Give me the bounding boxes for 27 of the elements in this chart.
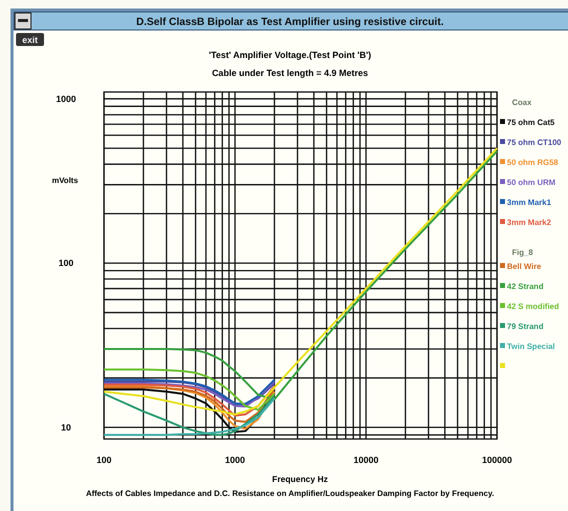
exit-button: exit	[16, 33, 44, 46]
legend-label: Bell Wire	[507, 262, 542, 271]
legend-label: 42 Strand	[507, 282, 544, 291]
y-axis-title: mVolts	[52, 176, 79, 185]
text: D.Self ClassB Bipolar as Test Amplifier using resistive circuit.	[136, 16, 444, 28]
text: Affects of Cables Impedance and D.C. Resistance on Amplifier/Loudspeaker Damping Factor by Frequency.	[86, 489, 494, 498]
legend-label: 3mm Mark2	[507, 218, 552, 227]
legend-label: 3mm Mark1	[507, 198, 552, 207]
x-axis-title: Frequency Hz	[272, 474, 328, 484]
text: Coax	[512, 98, 532, 107]
y-tick-label: 10	[60, 422, 72, 432]
x-tick-label: 10000	[353, 455, 379, 465]
y-tick-label: 100	[58, 258, 74, 268]
text: Fig_8	[512, 248, 534, 257]
legend-label: 79 Strand	[507, 322, 544, 331]
legend-label: Twin Special	[507, 342, 555, 351]
x-tick-label: 100	[96, 455, 112, 465]
legend-label: 75 ohm CT100	[507, 138, 562, 147]
legend-label: 50 ohm URM	[507, 178, 556, 187]
chart-title: 'Test' Amplifier Voltage.(Test Point 'B')	[208, 50, 372, 60]
y-tick-label: 1000	[56, 94, 76, 104]
legend-label: 50 ohm RG58	[507, 158, 559, 167]
x-tick-label: 1000	[224, 455, 246, 465]
legend-label: 75 ohm Cat5	[507, 118, 556, 127]
x-tick-label: 100000	[482, 455, 512, 465]
legend-label: 42 S modified	[507, 302, 560, 311]
chart-subtitle: Cable under Test length = 4.9 Metres	[212, 68, 368, 78]
